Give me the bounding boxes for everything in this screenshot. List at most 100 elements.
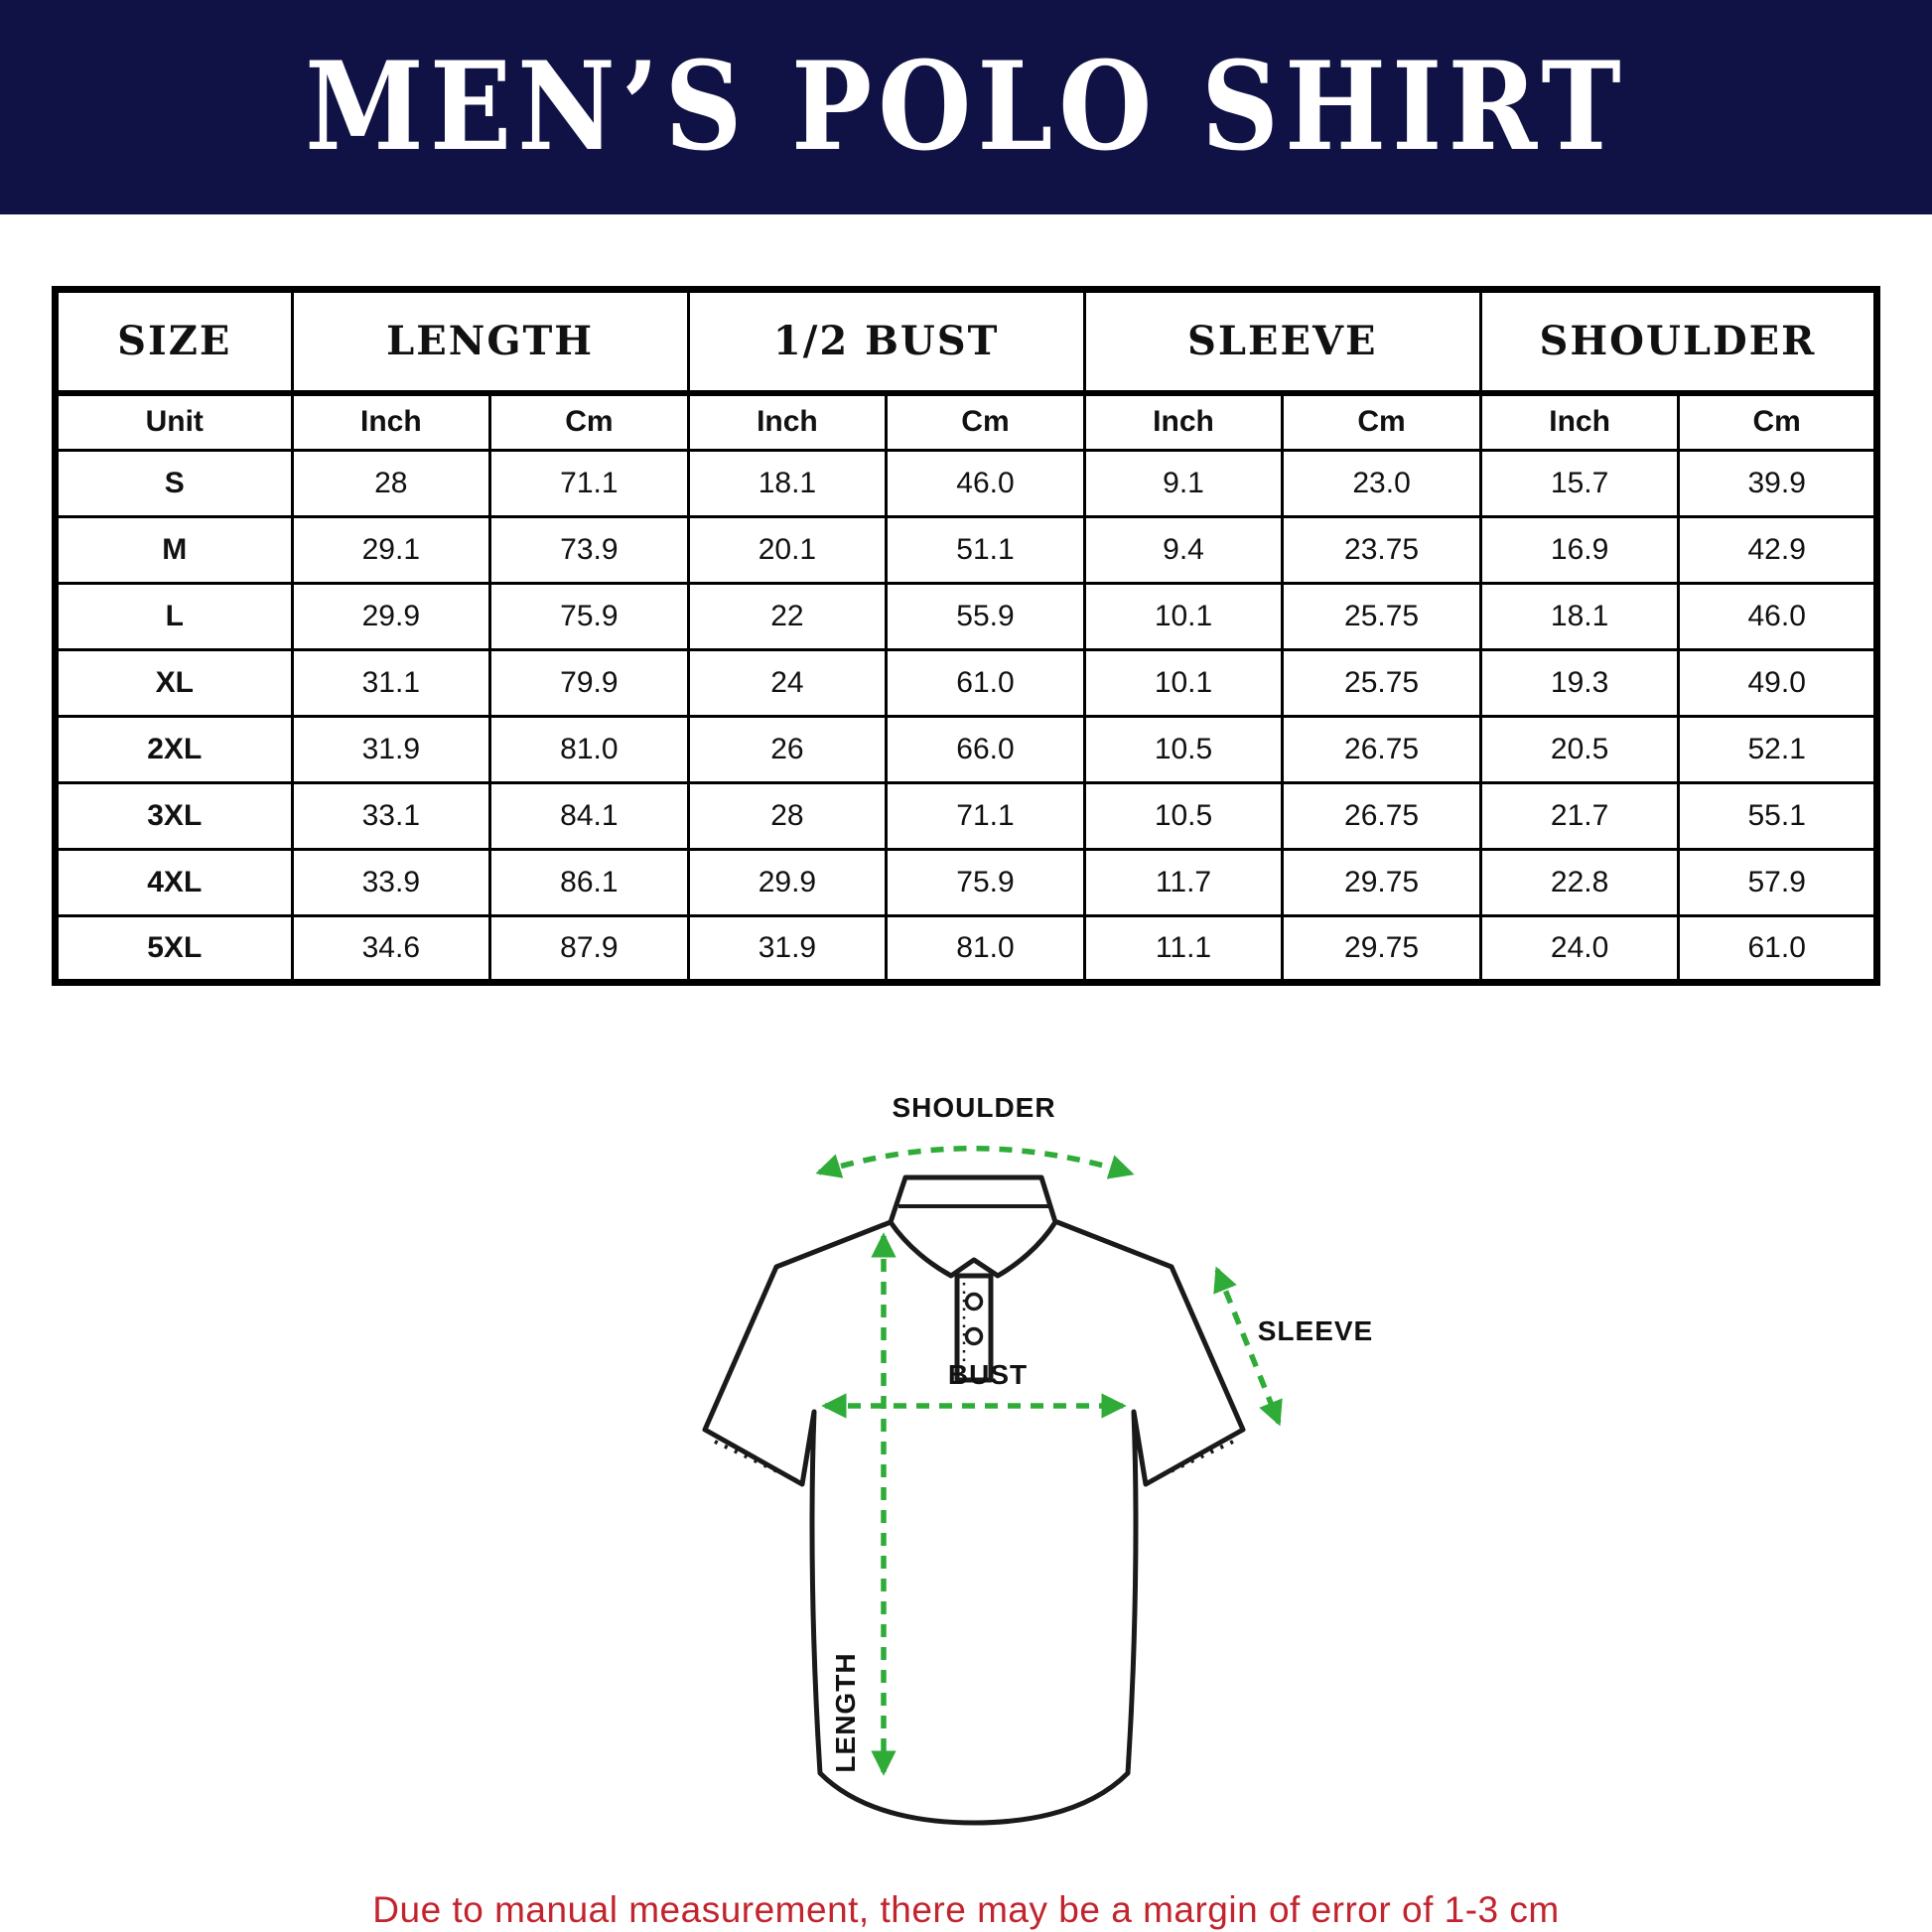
size-chart-body: S 28 71.1 18.1 46.0 9.1 23.0 15.7 39.9 M 29.1 73.9 2… [54, 449, 1878, 984]
measurement-cell: 31.1 [290, 648, 492, 718]
size-cell: 4XL [54, 848, 294, 917]
shoulder-label: SHOULDER [892, 1092, 1055, 1123]
unit-header: Inch [290, 391, 492, 452]
measurement-cell: 31.9 [290, 715, 492, 784]
left-cuff-stitch [714, 1440, 799, 1483]
size-cell: S [54, 449, 294, 518]
table-row: M 29.1 73.9 20.1 51.1 9.4 23.75 16.9 42.9 [54, 515, 1878, 585]
measurement-cell: 61.0 [885, 648, 1086, 718]
column-group-header: SIZE [54, 288, 294, 396]
measurement-cell: 22.8 [1478, 848, 1681, 917]
measurement-cell: 87.9 [488, 914, 690, 984]
measurement-cell: 29.75 [1281, 848, 1482, 917]
unit-header: Cm [488, 391, 690, 452]
measurement-cell: 18.1 [1478, 582, 1681, 651]
shoulder-arrow [815, 1146, 1135, 1179]
measurement-cell: 28 [686, 781, 889, 851]
measurement-cell: 46.0 [885, 449, 1086, 518]
measurement-cell: 31.9 [686, 914, 889, 984]
size-cell: L [54, 582, 294, 651]
unit-label-header: Unit [54, 391, 294, 452]
measurement-cell: 21.7 [1478, 781, 1681, 851]
measurement-cell: 86.1 [488, 848, 690, 917]
measurement-cell: 55.9 [885, 582, 1086, 651]
unit-header: Inch [1478, 391, 1681, 452]
measurement-cell: 23.75 [1281, 515, 1482, 585]
measurement-cell: 25.75 [1281, 582, 1482, 651]
measurement-cell: 26 [686, 715, 889, 784]
measurement-cell: 71.1 [885, 781, 1086, 851]
button-icon [964, 1292, 984, 1311]
measurement-cell: 51.1 [885, 515, 1086, 585]
size-chart-table: SIZE LENGTH 1/2 BUST SLEEVE SHOULDER Unit Inc… [52, 286, 1880, 986]
unit-header: Cm [885, 391, 1086, 452]
measurement-cell: 10.5 [1082, 781, 1285, 851]
measurement-cell: 55.1 [1677, 781, 1878, 851]
measurement-cell: 19.3 [1478, 648, 1681, 718]
measurement-cell: 29.9 [290, 582, 492, 651]
table-row: 4XL 33.9 86.1 29.9 75.9 11.7 29.75 22.8 57.9 [54, 848, 1878, 917]
measurement-cell: 24.0 [1478, 914, 1681, 984]
table-row: 5XL 34.6 87.9 31.9 81.0 11.1 29.75 24.0 61.0 [54, 914, 1878, 984]
measurement-cell: 10.1 [1082, 648, 1285, 718]
header-banner: MEN’S POLO SHIRT [0, 0, 1932, 214]
measurement-cell: 10.1 [1082, 582, 1285, 651]
measurement-cell: 75.9 [885, 848, 1086, 917]
measurement-cell: 9.4 [1082, 515, 1285, 585]
column-group-header: SLEEVE [1082, 288, 1482, 396]
sleeve-label: SLEEVE [1258, 1315, 1373, 1346]
measurement-cell: 49.0 [1677, 648, 1878, 718]
length-label: LENGTH [830, 1652, 861, 1772]
size-cell: 3XL [54, 781, 294, 851]
unit-header: Inch [686, 391, 889, 452]
measurement-cell: 25.75 [1281, 648, 1482, 718]
measurement-cell: 16.9 [1478, 515, 1681, 585]
measurement-cell: 42.9 [1677, 515, 1878, 585]
measurement-cell: 9.1 [1082, 449, 1285, 518]
measurement-cell: 46.0 [1677, 582, 1878, 651]
measurement-cell: 84.1 [488, 781, 690, 851]
measurement-cell: 73.9 [488, 515, 690, 585]
shirt-outline [702, 1219, 1246, 1826]
measurement-cell: 52.1 [1677, 715, 1878, 784]
measurement-cell: 34.6 [290, 914, 492, 984]
unit-header-row: Unit Inch Cm Inch Cm Inch Cm Inch Cm [54, 391, 1878, 452]
unit-header: Cm [1281, 391, 1482, 452]
table-row: L 29.9 75.9 22 55.9 10.1 25.75 18.1 46.0 [54, 582, 1878, 651]
button-icon [964, 1326, 984, 1346]
measurement-cell: 79.9 [488, 648, 690, 718]
column-group-header: SHOULDER [1478, 288, 1879, 396]
measurement-cell: 81.0 [488, 715, 690, 784]
measurement-cell: 61.0 [1677, 914, 1878, 984]
measurement-cell: 20.1 [686, 515, 889, 585]
unit-header: Inch [1082, 391, 1285, 452]
measurement-cell: 57.9 [1677, 848, 1878, 917]
measurement-cell: 10.5 [1082, 715, 1285, 784]
bust-label: BUST [948, 1359, 1028, 1390]
unit-header: Cm [1677, 391, 1878, 452]
measurement-cell: 33.9 [290, 848, 492, 917]
measurement-cell: 29.1 [290, 515, 492, 585]
table-row: 3XL 33.1 84.1 28 71.1 10.5 26.75 21.7 55.1 [54, 781, 1878, 851]
measurement-cell: 18.1 [686, 449, 889, 518]
size-cell: 2XL [54, 715, 294, 784]
measurement-cell: 20.5 [1478, 715, 1681, 784]
measurement-cell: 26.75 [1281, 715, 1482, 784]
table-row: XL 31.1 79.9 24 61.0 10.1 25.75 19.3 49.0 [54, 648, 1878, 718]
right-cuff-stitch [1149, 1440, 1234, 1483]
measurement-cell: 66.0 [885, 715, 1086, 784]
measurement-cell: 81.0 [885, 914, 1086, 984]
table-row: 2XL 31.9 81.0 26 66.0 10.5 26.75 20.5 52.1 [54, 715, 1878, 784]
collar [888, 1174, 1058, 1279]
measurement-cell: 22 [686, 582, 889, 651]
measurement-cell: 23.0 [1281, 449, 1482, 518]
measurement-cell: 29.9 [686, 848, 889, 917]
measurement-cell: 29.75 [1281, 914, 1482, 984]
polo-measurement-diagram: SHOULDER SLEEVE BUST LENGTH [556, 1072, 1430, 1827]
measurement-cell: 33.1 [290, 781, 492, 851]
measurement-cell: 15.7 [1478, 449, 1681, 518]
size-cell: 5XL [54, 914, 294, 984]
column-group-header: LENGTH [290, 288, 690, 396]
measurement-cell: 26.75 [1281, 781, 1482, 851]
column-group-header: 1/2 BUST [686, 288, 1086, 396]
